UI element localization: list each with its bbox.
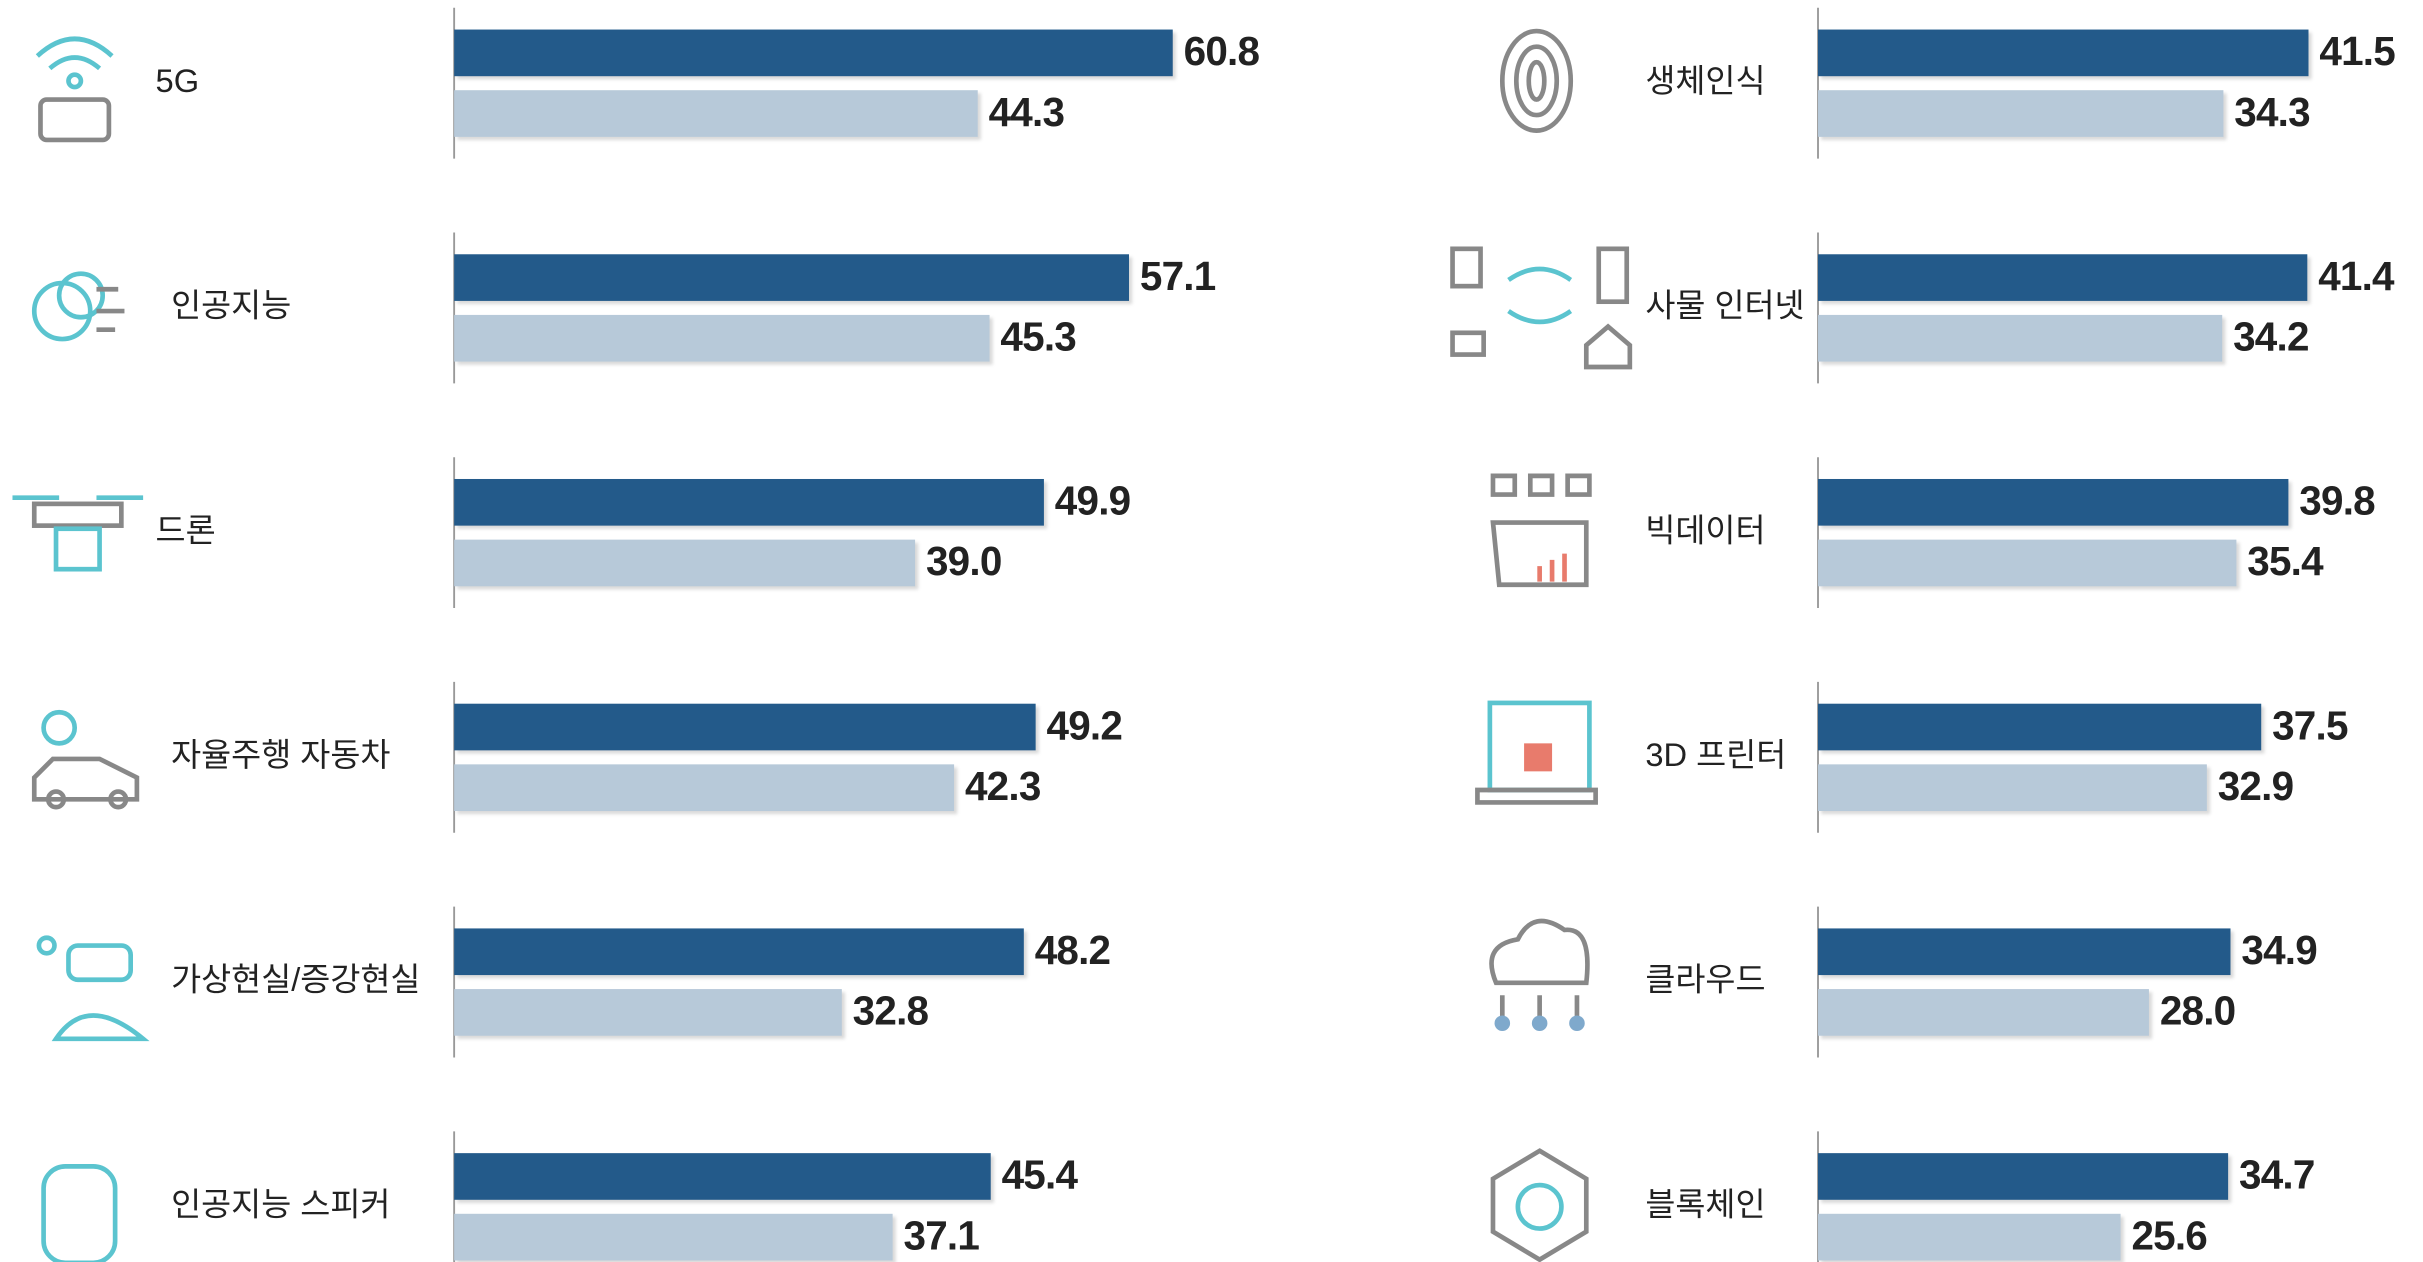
bar (1818, 1213, 2121, 1261)
value-label: 34.9 (2241, 927, 2317, 973)
value-label: 28.0 (2160, 988, 2236, 1034)
value-label: 32.9 (2218, 763, 2294, 809)
value-label: 44.3 (989, 89, 1065, 135)
category-label: 3D 프린터 (1645, 736, 1786, 773)
category-label: 클라우드 (1645, 961, 1765, 998)
bar (454, 1213, 893, 1261)
bar (454, 478, 1044, 526)
value-label: 37.5 (2272, 702, 2348, 748)
value-label: 60.8 (1184, 28, 1260, 74)
category-label: 사물 인터넷 (1645, 287, 1804, 324)
category-label: 5G (156, 62, 200, 99)
value-label: 25.6 (2131, 1212, 2207, 1258)
value-label: 49.2 (1047, 702, 1123, 748)
icon-fingerprint (1499, 28, 1574, 133)
bar (1818, 928, 2231, 976)
value-label: 35.4 (2247, 538, 2324, 584)
value-label: 34.2 (2233, 313, 2309, 359)
bar (454, 90, 978, 137)
bar (454, 539, 916, 587)
icon-ai (31, 271, 125, 342)
category-label: 인공지능 (171, 287, 291, 324)
bar (454, 254, 1130, 301)
value-label: 32.8 (853, 988, 929, 1034)
value-label: 49.9 (1055, 478, 1131, 524)
bar (454, 989, 842, 1036)
value-label: 57.1 (1140, 253, 1216, 299)
icon-3dprinter (1475, 700, 1598, 805)
category-label: 가상현실/증강현실 (171, 961, 420, 998)
value-label: 41.4 (2318, 253, 2395, 299)
value-label: 34.3 (2234, 89, 2310, 135)
icon-5g (35, 36, 114, 143)
bar (1818, 254, 2308, 301)
category-label: 드론 (156, 511, 216, 548)
bar (1818, 90, 2224, 137)
icon-bigdata (1490, 473, 1592, 588)
value-label: 48.2 (1035, 927, 1111, 973)
bar (1818, 478, 2289, 526)
icons (12, 28, 1633, 1262)
icon-cloud (1489, 918, 1590, 1032)
icon-blockchain (1490, 1148, 1589, 1262)
bar (454, 928, 1024, 976)
bar (454, 1153, 991, 1200)
value-label: 39.8 (2299, 478, 2375, 524)
bar (1818, 29, 2309, 77)
bar (454, 29, 1173, 77)
value-label: 45.3 (1000, 313, 1076, 359)
value-label: 37.1 (904, 1212, 980, 1258)
icon-drone (12, 495, 144, 572)
category-label: 생체인식 (1645, 62, 1765, 99)
value-label: 34.7 (2239, 1152, 2315, 1198)
bar (1818, 1153, 2229, 1200)
bar (454, 764, 955, 812)
icon-iot (1450, 246, 1633, 370)
bar (1818, 764, 2207, 812)
category-label: 블록체인 (1645, 1185, 1765, 1222)
bar (1818, 539, 2237, 587)
icon-car (31, 709, 140, 810)
category-label: 빅데이터 (1645, 511, 1765, 548)
icon-speaker (41, 1164, 118, 1262)
value-label: 45.4 (1002, 1152, 1079, 1198)
icon-vr (36, 935, 150, 1042)
bar (1818, 989, 2149, 1036)
value-label: 41.5 (2319, 28, 2395, 74)
bar (1818, 703, 2262, 751)
bar (1818, 314, 2223, 362)
category-label: 자율주행 자동차 (171, 736, 390, 773)
bar (454, 314, 990, 362)
value-label: 42.3 (965, 763, 1041, 809)
value-label: 39.0 (926, 538, 1002, 584)
bar (454, 703, 1036, 751)
category-label: 인공지능 스피커 (171, 1185, 390, 1222)
